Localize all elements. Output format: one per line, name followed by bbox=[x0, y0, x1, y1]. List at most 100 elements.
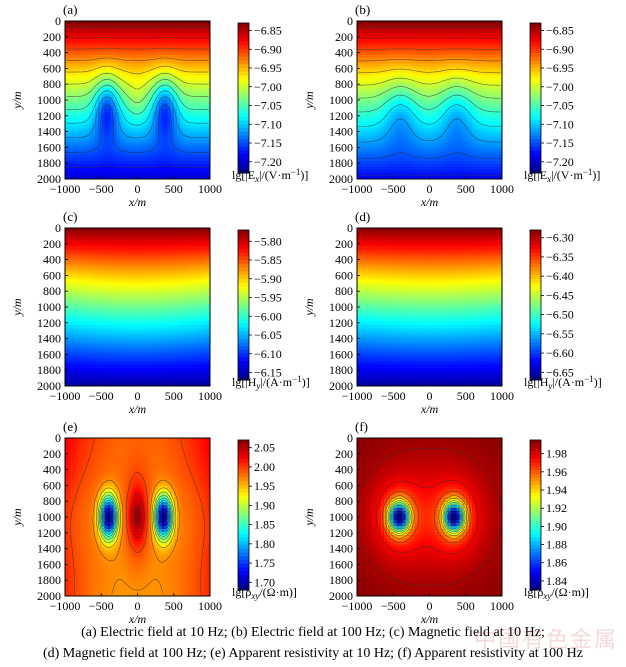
heatmap-cell bbox=[206, 118, 211, 122]
heatmap-cell bbox=[146, 93, 151, 98]
heatmap-cell bbox=[107, 54, 111, 59]
heatmap-cell bbox=[110, 96, 114, 101]
heatmap-cell bbox=[134, 136, 139, 141]
heatmap-cell bbox=[134, 69, 139, 74]
heatmap-cell bbox=[170, 72, 175, 77]
heatmap-cell bbox=[200, 48, 205, 52]
heatmap-cell bbox=[98, 57, 102, 62]
heatmap-cell bbox=[188, 148, 193, 153]
heatmap-cell bbox=[176, 166, 181, 171]
heatmap-cell bbox=[143, 169, 148, 174]
heatmap-cell bbox=[164, 66, 169, 71]
heatmap-cell bbox=[110, 175, 114, 180]
heatmap-cell bbox=[176, 172, 181, 177]
heatmap-cell bbox=[137, 66, 142, 71]
heatmap-cell bbox=[182, 42, 187, 46]
heatmap-cell bbox=[414, 21, 419, 25]
heatmap-cell bbox=[134, 45, 139, 49]
heatmap-cell bbox=[65, 136, 69, 141]
heatmap-cell bbox=[161, 75, 166, 80]
heatmap-cell bbox=[483, 24, 488, 28]
heatmap-cell bbox=[474, 24, 479, 28]
heatmap-cell bbox=[122, 121, 127, 125]
heatmap-cell bbox=[65, 81, 69, 86]
heatmap-cell bbox=[402, 27, 406, 31]
heatmap-cell bbox=[86, 100, 90, 104]
heatmap-cell bbox=[137, 175, 142, 180]
heatmap-cell bbox=[68, 172, 72, 177]
heatmap-cell bbox=[98, 100, 102, 104]
heatmap-cell bbox=[185, 51, 190, 56]
heatmap-cell bbox=[101, 42, 105, 46]
heatmap-cell bbox=[110, 87, 114, 92]
y-tick-label: 800 bbox=[43, 77, 61, 91]
heatmap-cell bbox=[420, 30, 425, 34]
heatmap-cell bbox=[191, 24, 196, 28]
heatmap-cell bbox=[116, 48, 120, 52]
heatmap-cell bbox=[107, 154, 111, 159]
heatmap-cell bbox=[83, 124, 87, 128]
heatmap-cell bbox=[194, 54, 199, 59]
heatmap-cell bbox=[170, 100, 175, 104]
heatmap-cell bbox=[104, 54, 108, 59]
heatmap-cell bbox=[441, 24, 446, 28]
heatmap-cell bbox=[122, 33, 127, 37]
heatmap-cell bbox=[101, 93, 105, 98]
heatmap-cell bbox=[119, 121, 123, 125]
heatmap-cell bbox=[89, 109, 93, 113]
heatmap-cell bbox=[152, 154, 157, 159]
heatmap-cell bbox=[164, 100, 169, 104]
heatmap-cell bbox=[122, 103, 127, 107]
heatmap-cell bbox=[161, 42, 166, 46]
heatmap-cell bbox=[131, 45, 136, 49]
heatmap-cell bbox=[462, 30, 467, 34]
heatmap-cell bbox=[134, 75, 139, 80]
heatmap-cell bbox=[71, 148, 75, 153]
heatmap-cell bbox=[77, 27, 81, 31]
heatmap-cell bbox=[206, 75, 211, 80]
heatmap-cell bbox=[128, 51, 133, 56]
heatmap-cell bbox=[203, 133, 208, 138]
heatmap-cell bbox=[122, 139, 127, 144]
colorbar-tick-label: −7.15 bbox=[254, 136, 282, 150]
heatmap-cell bbox=[191, 72, 196, 77]
heatmap-cell bbox=[158, 112, 163, 116]
heatmap-cell bbox=[68, 90, 72, 95]
heatmap-cell bbox=[194, 130, 199, 135]
heatmap-cell bbox=[140, 112, 145, 116]
heatmap-cell bbox=[197, 27, 202, 31]
heatmap-cell bbox=[158, 133, 163, 138]
heatmap-cell bbox=[357, 27, 361, 31]
heatmap-cell bbox=[77, 21, 81, 25]
heatmap-cell bbox=[453, 30, 458, 34]
heatmap-cell bbox=[191, 60, 196, 65]
heatmap-cell bbox=[92, 42, 96, 46]
heatmap-cell bbox=[71, 69, 75, 74]
heatmap-cell bbox=[131, 118, 136, 122]
heatmap-cell bbox=[137, 81, 142, 86]
heatmap-cell bbox=[131, 63, 136, 68]
heatmap-cell bbox=[435, 30, 440, 34]
heatmap-cell bbox=[197, 48, 202, 52]
heatmap-cell bbox=[149, 118, 154, 122]
heatmap-cell bbox=[203, 93, 208, 98]
heatmap-cell bbox=[131, 172, 136, 177]
heatmap-cell bbox=[92, 72, 96, 77]
heatmap-cell bbox=[185, 175, 190, 180]
heatmap-cell bbox=[68, 115, 72, 119]
heatmap-cell bbox=[95, 148, 99, 153]
heatmap-cell bbox=[161, 133, 166, 138]
heatmap-cell bbox=[173, 121, 178, 125]
heatmap-cell bbox=[411, 27, 415, 31]
heatmap-cell bbox=[206, 145, 211, 150]
heatmap-cell bbox=[77, 81, 81, 86]
heatmap-cell bbox=[122, 112, 127, 116]
heatmap-cell bbox=[125, 87, 130, 92]
heatmap-cell bbox=[188, 130, 193, 135]
heatmap-cell bbox=[116, 87, 120, 92]
heatmap-cell bbox=[101, 103, 105, 107]
heatmap-cell bbox=[152, 169, 157, 174]
heatmap-cell bbox=[200, 60, 205, 65]
heatmap-cell bbox=[119, 157, 123, 162]
heatmap-cell bbox=[176, 115, 181, 119]
